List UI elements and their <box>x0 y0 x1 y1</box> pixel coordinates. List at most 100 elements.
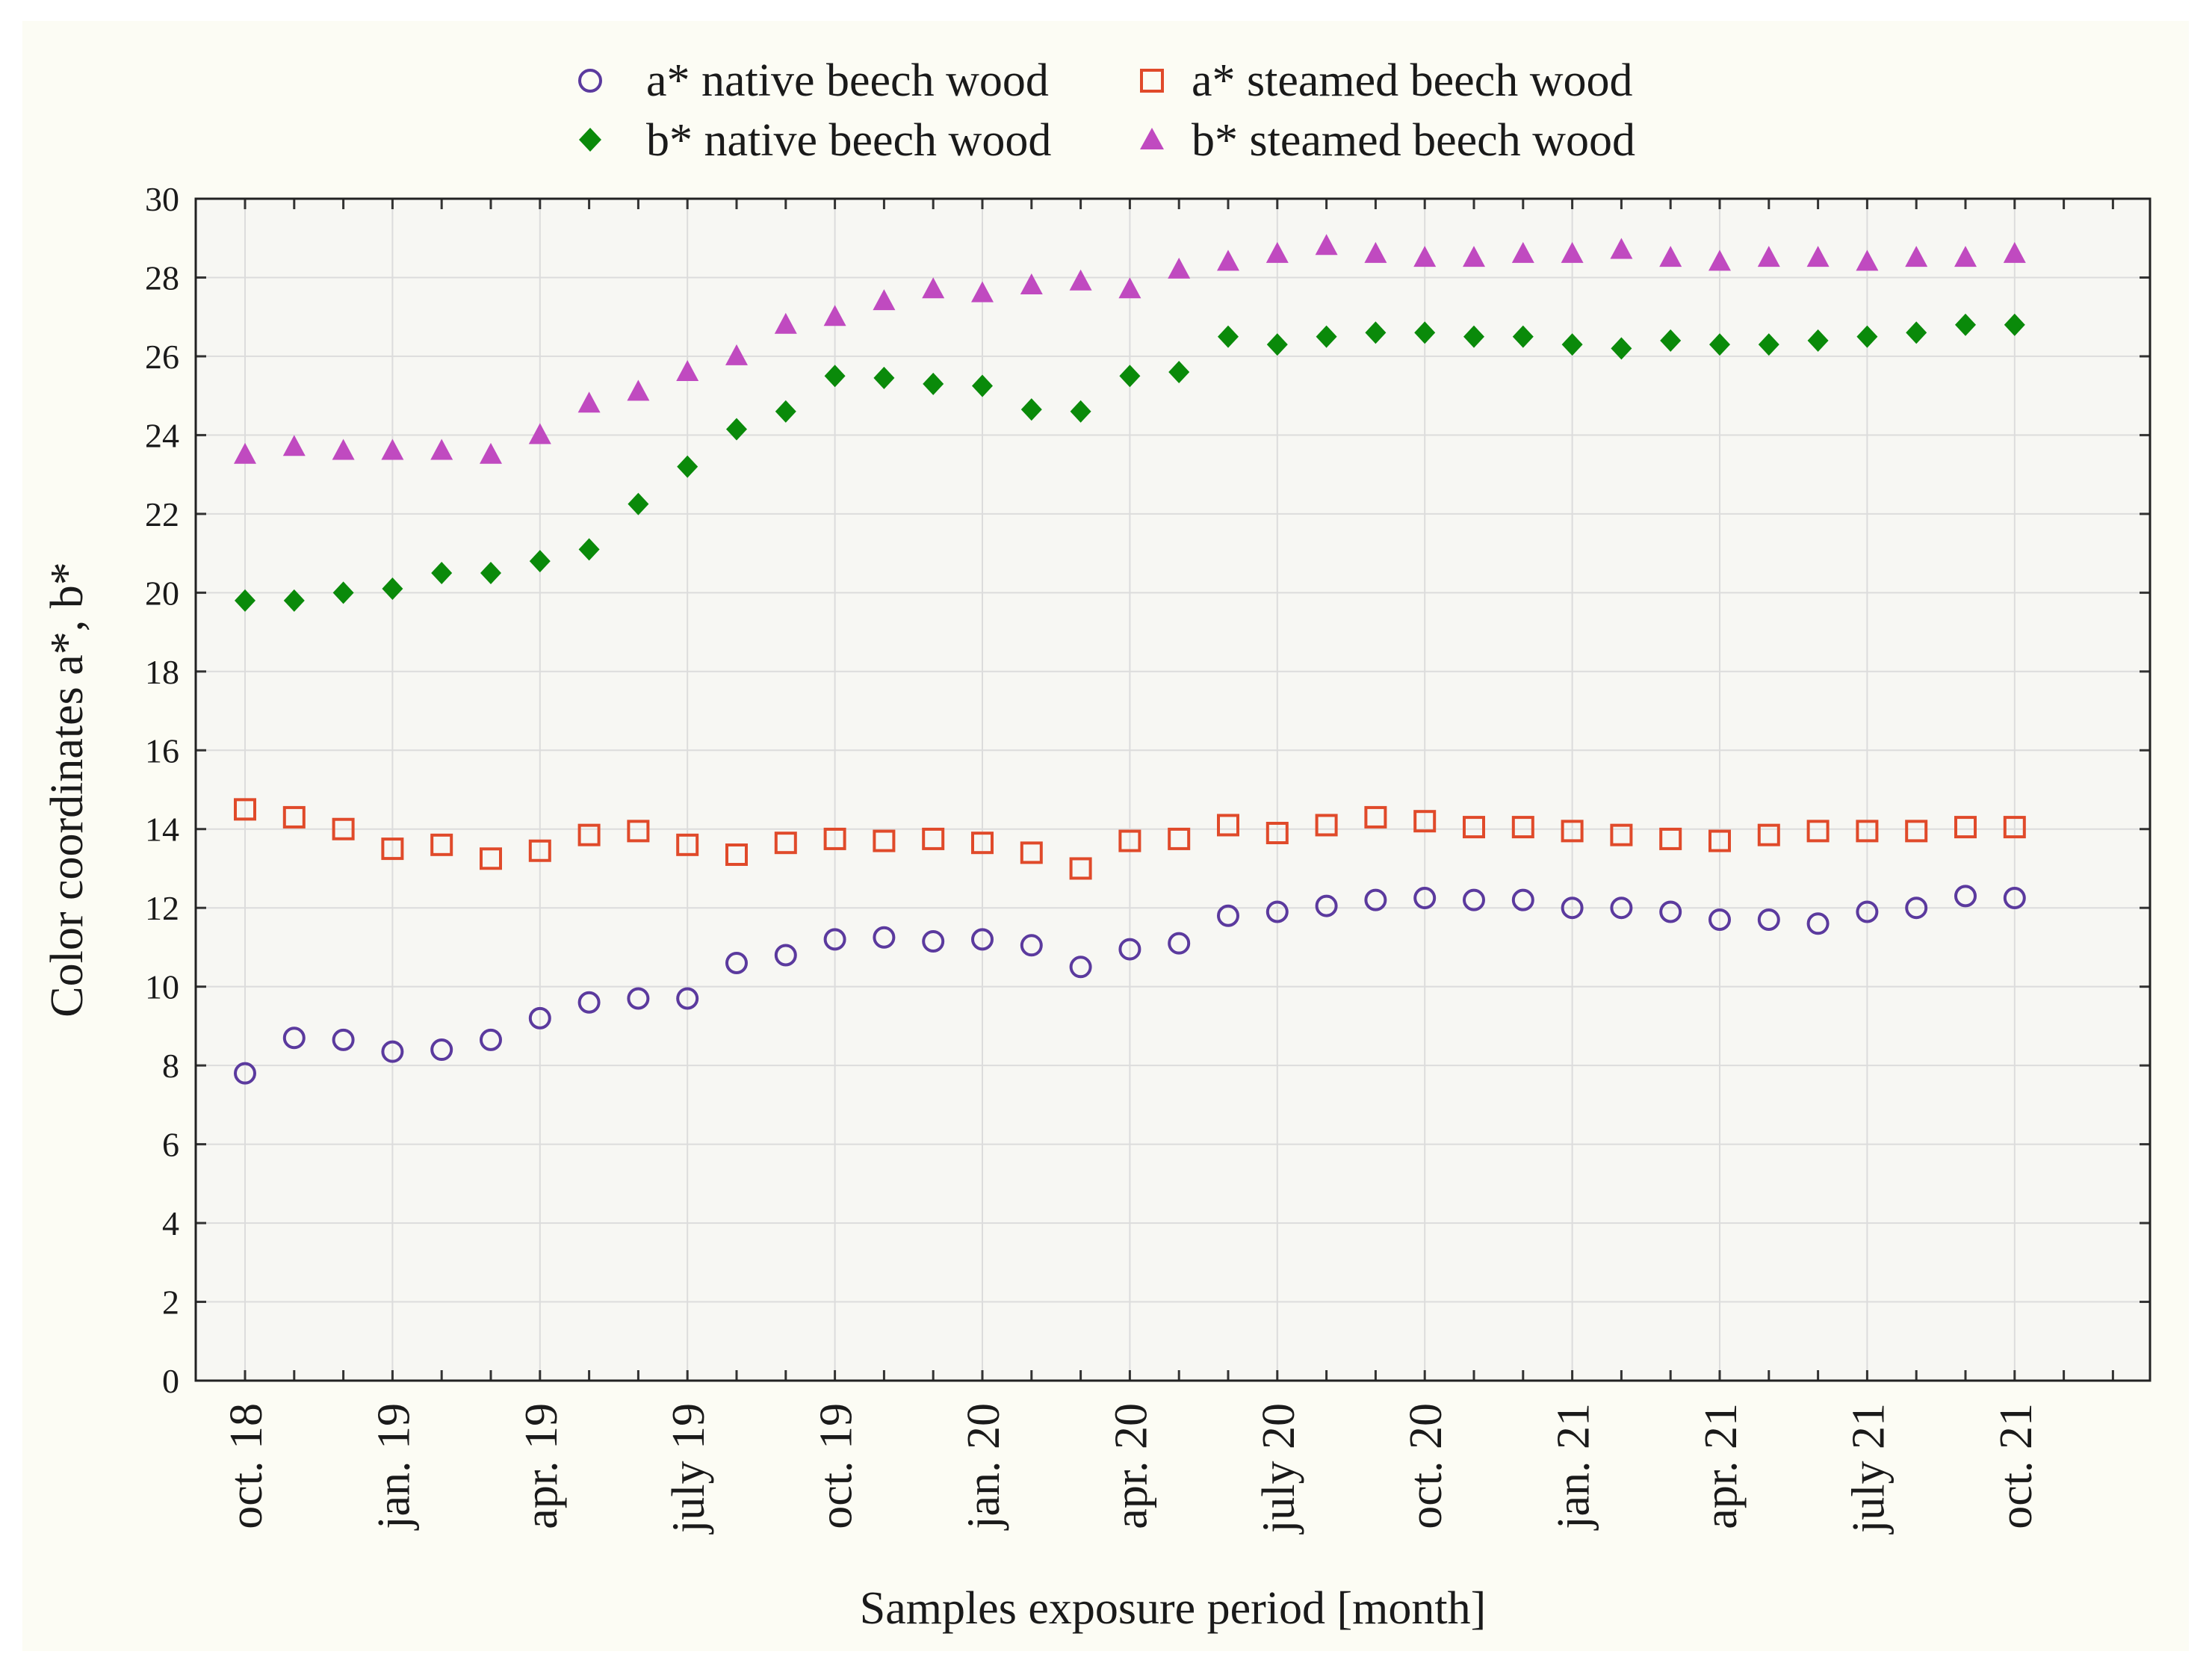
data-point-a-native <box>1561 897 1584 920</box>
data-point-b-steamed <box>971 281 994 303</box>
data-point-b-native <box>1709 333 1730 356</box>
data-point-a-steamed <box>1217 814 1239 837</box>
data-point-a-steamed <box>1463 816 1485 839</box>
data-point-b-native <box>873 366 895 389</box>
data-point-b-steamed <box>1069 269 1092 291</box>
y-tick-label: 2 <box>162 1284 179 1322</box>
data-point-a-steamed <box>971 832 994 855</box>
data-point-a-native <box>676 987 699 1010</box>
x-tick-label: jan. 21 <box>1549 1403 1599 1531</box>
data-point-b-native <box>1660 329 1682 352</box>
legend-label-b-native: b* native beech wood <box>646 115 1051 166</box>
x-tick-label: july 19 <box>663 1403 714 1535</box>
data-point-a-native <box>381 1040 404 1063</box>
data-point-a-steamed <box>1561 820 1584 843</box>
data-point-a-steamed <box>1168 827 1191 850</box>
data-point-a-native <box>480 1028 502 1051</box>
data-point-a-native <box>332 1028 355 1051</box>
legend-marker-diamond <box>579 128 601 152</box>
legend-item-a-steamed: a* steamed beech wood <box>1140 55 1632 106</box>
data-point-a-steamed <box>528 839 551 862</box>
data-point-a-steamed <box>774 832 797 855</box>
data-point-a-steamed <box>577 823 601 846</box>
data-point-b-native <box>1561 333 1583 356</box>
y-tick-label: 30 <box>145 180 179 218</box>
gridlines <box>196 199 2150 1381</box>
y-tick-label: 22 <box>145 495 179 533</box>
data-point-b-steamed <box>1561 241 1584 263</box>
data-point-b-steamed <box>332 439 355 460</box>
data-point-b-native <box>1463 325 1484 348</box>
data-point-b-native <box>578 538 600 561</box>
y-tick-label: 28 <box>145 258 179 297</box>
data-point-b-native <box>1512 325 1534 348</box>
data-point-a-native <box>1610 897 1633 920</box>
data-point-a-steamed <box>282 805 306 829</box>
data-point-b-native <box>1758 333 1779 356</box>
plot-area <box>196 199 2150 1381</box>
data-point-b-native <box>332 581 354 604</box>
data-point-b-native <box>775 400 796 423</box>
y-tick-label: 4 <box>162 1204 179 1242</box>
data-point-b-steamed <box>1856 250 1879 271</box>
y-tick-label: 20 <box>145 574 179 612</box>
x-tick-label: apr. 19 <box>516 1403 567 1529</box>
data-point-b-steamed <box>823 305 846 326</box>
x-tick-label: apr. 21 <box>1696 1403 1747 1529</box>
data-point-a-steamed <box>676 833 699 856</box>
data-point-a-steamed <box>1659 827 1682 850</box>
series-square <box>234 798 2026 880</box>
data-point-a-native <box>1020 934 1043 957</box>
data-point-a-native <box>873 926 896 949</box>
data-point-b-native <box>529 550 551 573</box>
y-tick-label: 14 <box>145 811 179 849</box>
data-point-b-steamed <box>1020 273 1043 295</box>
data-point-a-native <box>1511 888 1534 911</box>
data-point-b-native <box>1316 325 1337 348</box>
data-point-b-native <box>480 561 501 584</box>
data-point-b-native <box>1070 400 1091 423</box>
data-point-b-native <box>235 589 255 612</box>
x-tick-label: jan. 19 <box>368 1403 419 1531</box>
data-point-a-native <box>1954 885 1977 908</box>
data-point-a-steamed <box>1954 816 1977 839</box>
legend: a* native beech wood a* steamed beech wo… <box>578 55 1635 166</box>
data-point-b-native <box>1906 321 1927 344</box>
data-point-a-steamed <box>922 827 945 850</box>
data-point-a-steamed <box>381 837 404 861</box>
data-point-b-steamed <box>922 277 945 299</box>
data-point-b-native <box>1611 337 1632 360</box>
plot-frame <box>194 197 2151 1382</box>
data-point-a-native <box>1413 887 1437 910</box>
data-point-a-steamed <box>1757 823 1780 846</box>
data-point-b-steamed <box>577 391 601 413</box>
series-triangle <box>234 234 2026 464</box>
y-tick-label: 24 <box>145 416 179 454</box>
data-point-b-native <box>628 492 649 515</box>
data-point-a-native <box>971 928 994 951</box>
data-point-b-native <box>1020 398 1042 421</box>
data-point-b-steamed <box>1757 246 1780 267</box>
data-point-a-steamed <box>725 843 748 867</box>
data-point-a-native <box>577 991 601 1014</box>
y-tick-label: 26 <box>145 338 179 376</box>
data-point-b-native <box>1856 325 1878 348</box>
x-tick-label: oct. 18 <box>221 1403 272 1529</box>
data-point-b-native <box>726 418 747 441</box>
data-point-b-steamed <box>381 439 404 460</box>
data-point-b-steamed <box>1168 257 1191 279</box>
data-point-b-steamed <box>1265 241 1289 263</box>
data-point-b-steamed <box>480 442 502 464</box>
data-point-a-steamed <box>1265 822 1289 845</box>
data-point-b-steamed <box>282 435 306 456</box>
data-point-a-native <box>1168 932 1191 955</box>
data-point-a-native <box>1757 908 1780 932</box>
data-point-a-native <box>725 952 748 975</box>
data-point-a-steamed <box>1020 841 1043 864</box>
data-point-a-steamed <box>873 829 896 852</box>
data-point-b-steamed <box>1954 246 1977 267</box>
data-point-a-native <box>774 944 797 967</box>
data-point-b-native <box>283 589 305 612</box>
data-point-a-steamed <box>480 847 502 870</box>
data-point-b-steamed <box>725 344 748 365</box>
